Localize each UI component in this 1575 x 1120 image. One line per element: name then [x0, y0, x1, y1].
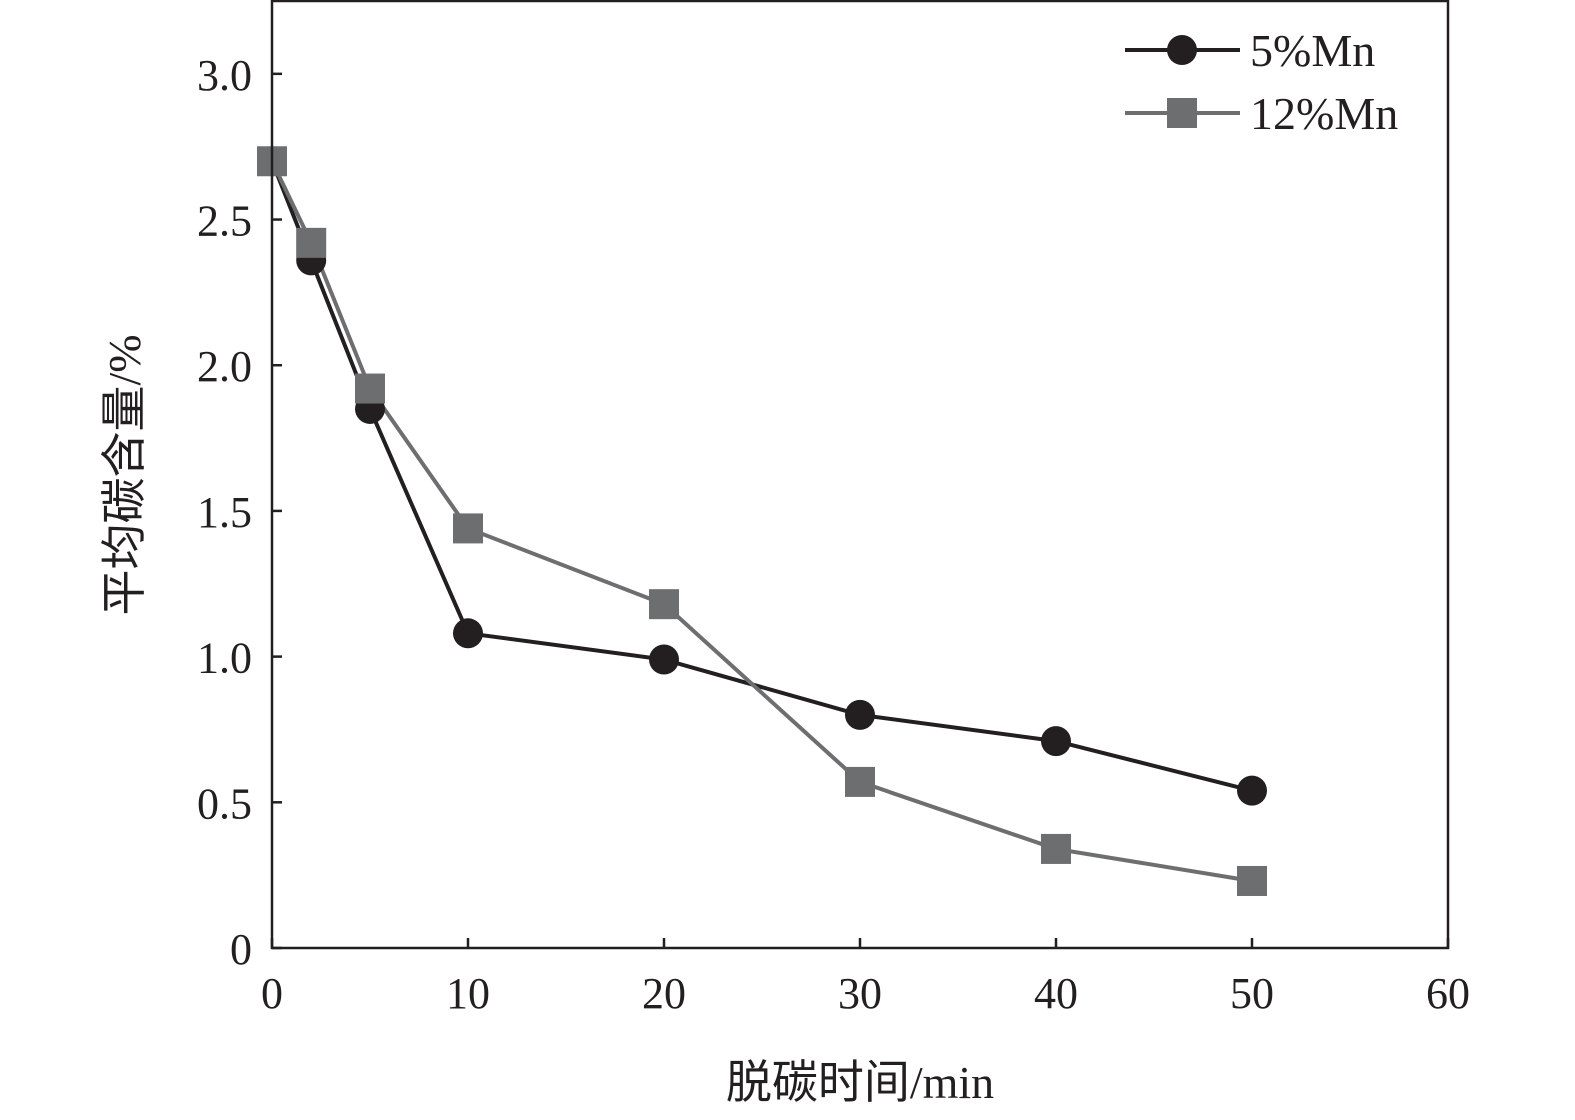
data-point-5%Mn — [453, 618, 483, 649]
y-tick-label: 1.0 — [197, 634, 252, 683]
data-point-5%Mn — [1237, 775, 1267, 806]
legend-label: 12%Mn — [1250, 88, 1398, 139]
data-point-5%Mn — [1041, 726, 1071, 757]
y-tick-label: 2.5 — [197, 197, 252, 246]
data-point-12%Mn — [1041, 833, 1071, 864]
data-point-12%Mn — [649, 589, 679, 620]
series-line-5%Mn — [270, 160, 1253, 793]
data-point-12%Mn — [845, 766, 875, 797]
data-point-5%Mn — [845, 699, 875, 730]
y-tick-label: 3.0 — [197, 51, 252, 100]
data-point-12%Mn — [355, 373, 385, 404]
y-tick-label: 2.0 — [197, 342, 252, 391]
legend-marker — [1167, 98, 1197, 128]
data-point-12%Mn — [1237, 865, 1267, 896]
y-tick-label: 1.5 — [197, 488, 252, 537]
x-axis-title: 脱碳时间/min — [726, 1057, 994, 1108]
data-point-12%Mn — [453, 513, 483, 544]
x-tick-label: 20 — [642, 969, 686, 1018]
legend: 5%Mn 12%Mn — [1125, 25, 1398, 139]
x-tick-label: 0 — [261, 969, 283, 1018]
plot-frame — [270, 0, 1450, 950]
data-point-12%Mn — [296, 227, 327, 258]
y-tick-label: 0.5 — [197, 779, 252, 828]
x-tick-label: 50 — [1230, 969, 1274, 1018]
y-axis-title: 平均碳含量/% — [99, 334, 150, 615]
x-tick-label: 30 — [838, 969, 882, 1018]
x-tick-label: 60 — [1426, 969, 1470, 1018]
x-tick-label: 40 — [1034, 969, 1078, 1018]
data-point-5%Mn — [649, 644, 679, 675]
legend-label: 5%Mn — [1250, 25, 1375, 76]
y-tick-label: 0 — [230, 925, 252, 974]
x-tick-label: 10 — [446, 969, 490, 1018]
legend-marker — [1167, 35, 1197, 65]
